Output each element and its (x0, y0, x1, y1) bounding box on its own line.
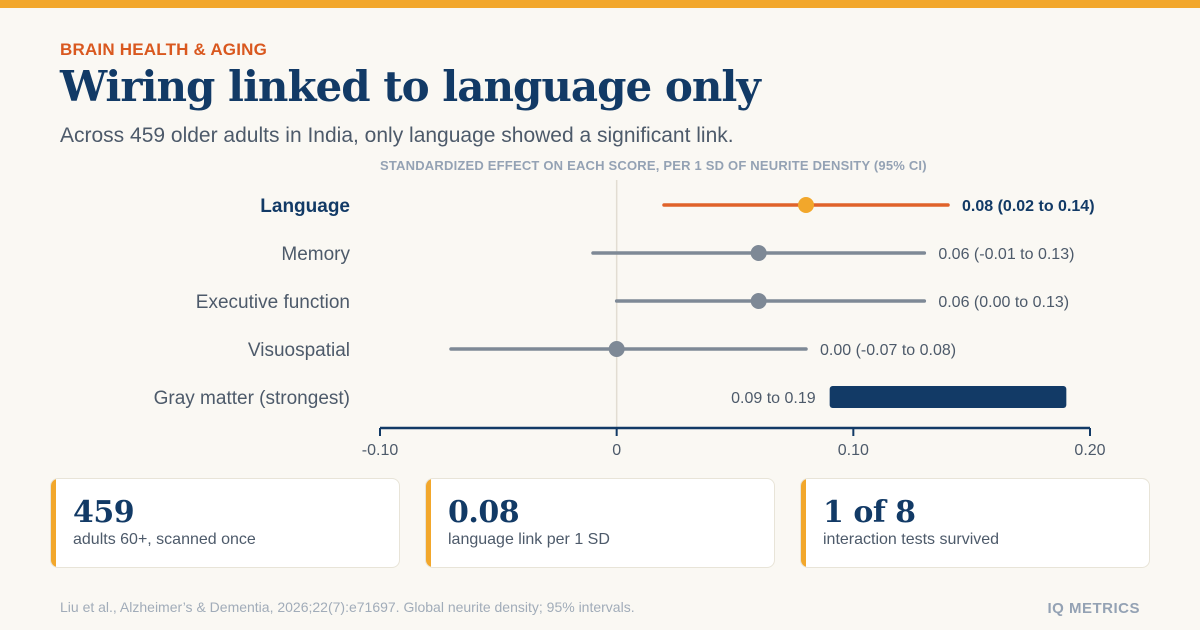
point-estimate (798, 197, 814, 213)
brand-logo-text: IQ METRICS (1047, 600, 1140, 617)
x-tick-label: -0.10 (362, 442, 399, 459)
row-label: Visuospatial (248, 340, 350, 361)
headline: Wiring linked to language only (60, 62, 761, 111)
row-label: Language (260, 196, 350, 217)
row-label: Executive function (196, 292, 350, 313)
stat-value: 0.08 (448, 495, 520, 530)
stat-label: adults 60+, scanned once (73, 531, 256, 548)
estimate-annotation: 0.06 (-0.01 to 0.13) (938, 246, 1074, 263)
stat-label: interaction tests survived (823, 531, 1000, 548)
x-tick-label: 0 (612, 442, 621, 459)
row-label: Gray matter (strongest) (154, 388, 350, 409)
stat-label: language link per 1 SD (448, 531, 610, 548)
stat-card-accent (426, 479, 431, 567)
stat-value: 459 (73, 495, 135, 530)
chart-title: STANDARDIZED EFFECT ON EACH SCORE, PER 1… (380, 158, 927, 173)
subheadline: Across 459 older adults in India, only l… (60, 124, 734, 147)
point-estimate (750, 245, 767, 261)
range-annotation: 0.09 to 0.19 (731, 390, 816, 407)
stat-card-sample: 459 adults 60+, scanned once (50, 478, 400, 568)
stat-card-accent (801, 479, 806, 567)
point-estimate (608, 341, 625, 357)
stat-value: 1 of 8 (823, 495, 916, 530)
stat-card-interaction-tests: 1 of 8 interaction tests survived (800, 478, 1150, 568)
stat-card-accent (51, 479, 56, 567)
x-tick-label: 0.20 (1074, 442, 1105, 459)
x-tick-label: 0.10 (838, 442, 869, 459)
forest-plot: Language 0.08 (0.02 to 0.14) Memory 0.06 (-… (154, 180, 1106, 459)
range-bar (829, 386, 1067, 408)
point-estimate (750, 293, 767, 309)
source-note: Liu et al., Alzheimer’s & Dementia, 2026… (60, 599, 635, 615)
stat-card-language-link: 0.08 language link per 1 SD (425, 478, 775, 568)
kicker: BRAIN HEALTH & AGING (60, 40, 268, 59)
estimate-annotation: 0.08 (0.02 to 0.14) (962, 198, 1095, 215)
top-accent-bar (0, 0, 1200, 8)
estimate-annotation: 0.00 (-0.07 to 0.08) (820, 342, 956, 359)
row-label: Memory (281, 244, 350, 265)
estimate-annotation: 0.06 (0.00 to 0.13) (938, 294, 1069, 311)
